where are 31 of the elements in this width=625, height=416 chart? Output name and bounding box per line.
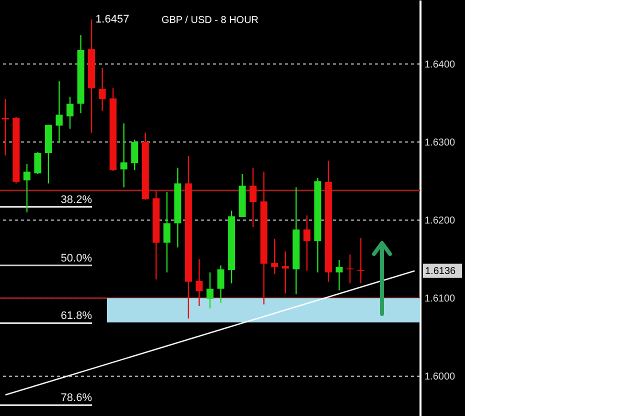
candlestick <box>131 139 138 171</box>
candlestick <box>303 214 310 272</box>
annotation: 50.0% <box>60 252 92 264</box>
y-tick-label: 1.6100 <box>424 294 456 305</box>
candlestick <box>346 254 354 284</box>
candlestick <box>2 98 9 156</box>
candlestick <box>357 237 364 284</box>
annotation: 1.6457 <box>96 14 130 26</box>
candlestick <box>282 250 289 294</box>
y-tick-label: 1.6300 <box>424 138 456 149</box>
candlestick <box>250 167 257 228</box>
text: GBP / USD - 8 HOUR <box>161 15 259 26</box>
candlestick <box>34 152 42 175</box>
annotation: 61.8% <box>60 310 92 322</box>
y-tick-label: 1.6000 <box>424 372 456 383</box>
candlestick <box>271 238 278 275</box>
candlestick <box>120 122 128 188</box>
candlestick <box>217 264 224 304</box>
candlestick <box>23 163 30 213</box>
y-tick-label: 1.6400 <box>424 60 456 70</box>
candlestick <box>66 96 74 130</box>
candlestick <box>196 258 203 307</box>
candlestick <box>56 80 63 144</box>
annotation: 78.6% <box>60 392 92 404</box>
text: 1.6136 <box>425 266 456 277</box>
candlestick <box>98 67 106 112</box>
candlestick <box>163 191 170 273</box>
candlestick <box>336 259 343 291</box>
y-tick-label: 1.6200 <box>424 216 456 227</box>
candlestick <box>206 272 214 309</box>
annotation: 38.2% <box>60 194 92 206</box>
